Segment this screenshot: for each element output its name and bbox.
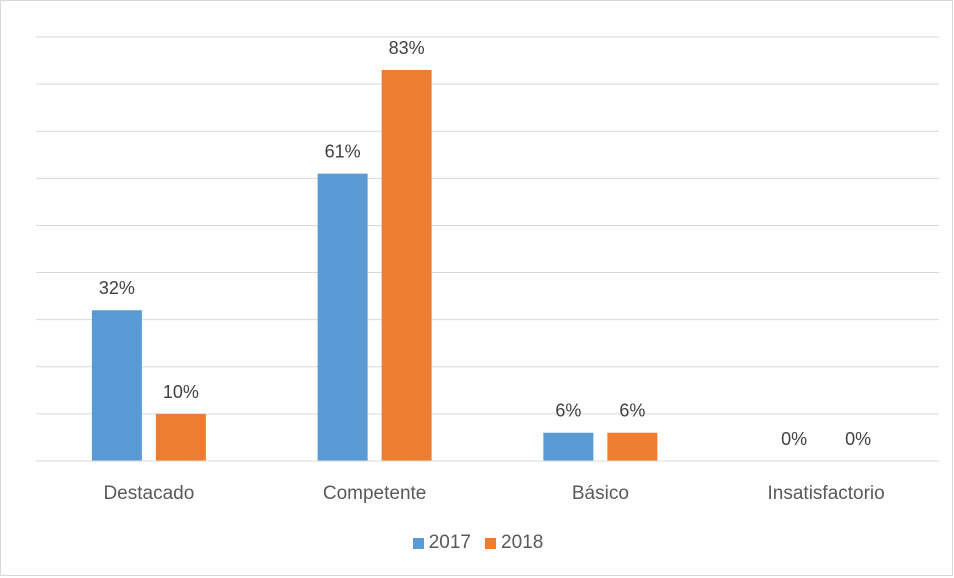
gridlines	[36, 36, 939, 415]
category-label-insatisfactorio: Insatisfactorio	[768, 483, 885, 504]
bar-2017-destacado	[91, 310, 142, 461]
legend-item-2017: 2017	[412, 532, 471, 554]
data-label-2017-insatisfactorio: 0%	[781, 429, 807, 449]
category-label-básico: Básico	[572, 483, 629, 504]
data-label-2018-insatisfactorio: 0%	[845, 429, 871, 449]
category-label-destacado: Destacado	[103, 483, 194, 504]
legend-swatch-2017	[412, 537, 424, 549]
category-label-competente: Competente	[323, 483, 427, 504]
data-label-2018-básico: 6%	[619, 401, 645, 421]
bar-2018-destacado	[155, 413, 206, 461]
data-label-2018-destacado: 10%	[163, 382, 199, 402]
bars	[91, 69, 658, 461]
data-label-2018-competente: 83%	[389, 38, 425, 58]
bar-2017-básico	[543, 432, 594, 461]
legend-swatch-2018	[485, 537, 496, 549]
data-label-2017-destacado: 32%	[99, 278, 135, 298]
bar-2018-competente	[381, 69, 432, 461]
data-label-2017-competente: 61%	[325, 142, 361, 162]
bar-2017-competente	[317, 173, 368, 461]
legend-item-2018: 2018	[485, 532, 543, 554]
bar-2018-básico	[607, 432, 658, 461]
legend-label-2017: 2017	[428, 532, 471, 553]
data-label-2017-básico: 6%	[555, 401, 581, 421]
x-axis: Destacado Competente Básico Insatisfactorio	[36, 460, 939, 504]
legend: 2017 2018	[1, 532, 954, 554]
data-labels: 32% 10% 61% 83% 6% 6% 0% 0%	[99, 38, 871, 449]
legend-label-2018: 2018	[501, 532, 544, 553]
